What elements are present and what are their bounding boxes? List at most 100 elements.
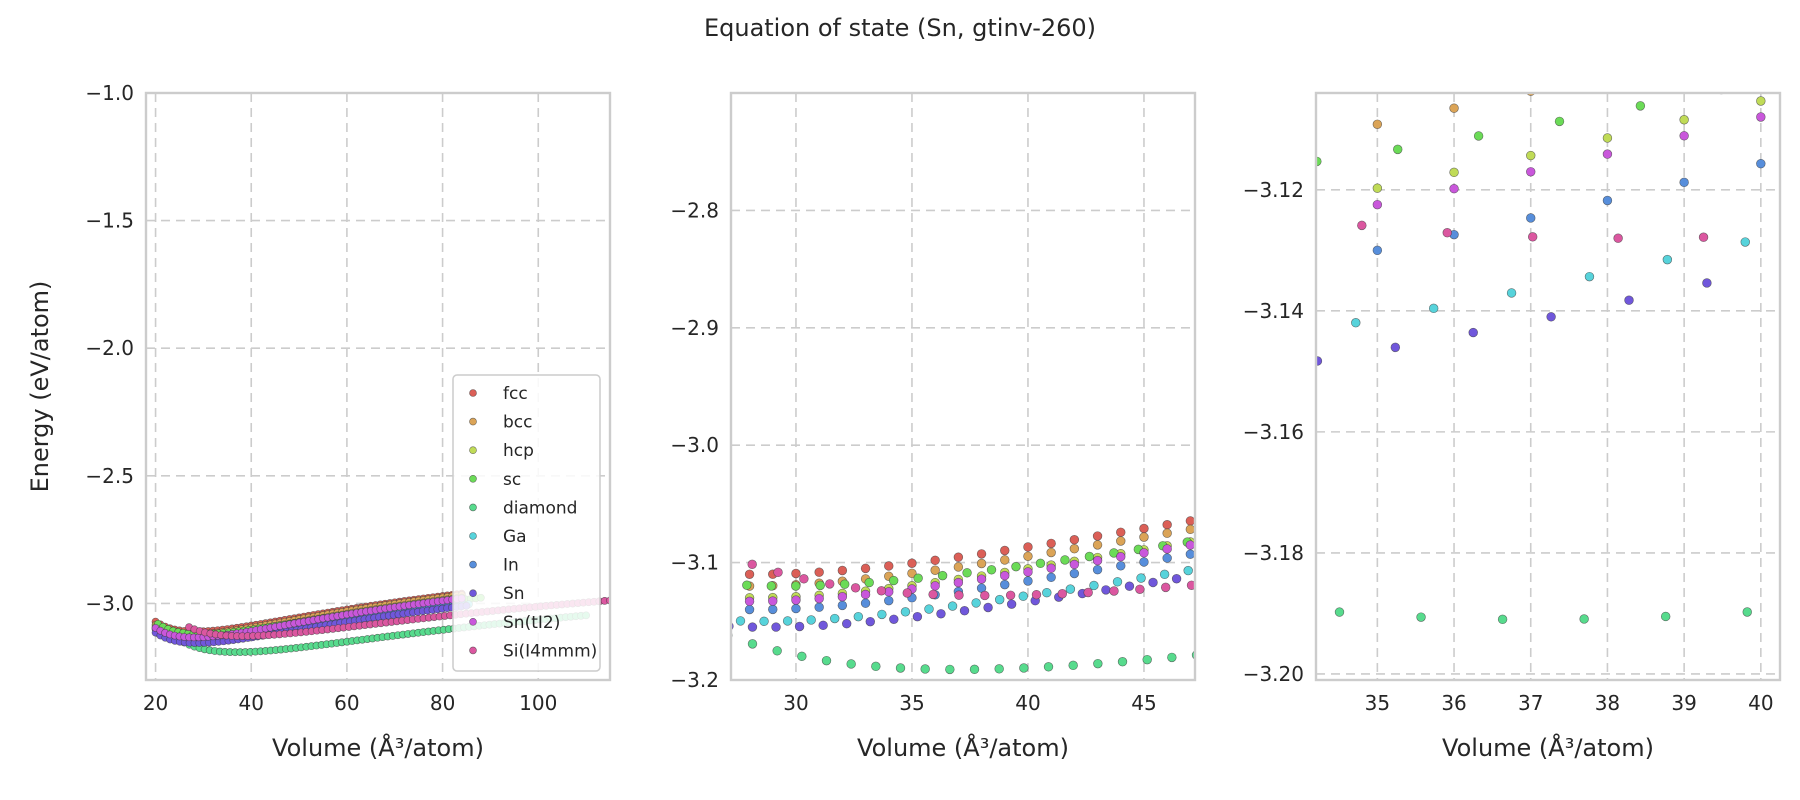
x-tick-label: 35 <box>1365 691 1390 715</box>
y-tick-label: −3.14 <box>1243 299 1304 323</box>
data-point-ga <box>806 615 816 625</box>
data-point-in <box>1069 568 1080 579</box>
data-point-bcc <box>1526 93 1536 96</box>
data-point-sc <box>742 580 752 590</box>
y-tick-label: −3.0 <box>670 433 719 457</box>
data-point-diamond <box>1043 662 1054 672</box>
data-point-sn <box>1702 278 1712 288</box>
x-tick-label: 100 <box>519 691 557 715</box>
data-point-si-i4mmm- <box>1527 232 1538 242</box>
data-point-fcc <box>953 552 964 562</box>
x-tick-label: 39 <box>1671 691 1696 715</box>
data-point-sc <box>986 565 997 575</box>
data-point-in <box>1023 576 1033 586</box>
data-point-sn-ti2- <box>1000 570 1010 581</box>
data-point-hcp <box>1526 150 1536 161</box>
data-point-diamond <box>871 661 881 672</box>
data-point-bcc <box>1185 524 1195 535</box>
data-point-sc <box>913 573 923 583</box>
data-point-si-i4mmm- <box>1005 590 1016 600</box>
data-point-fcc <box>1092 531 1103 541</box>
data-point-in <box>768 604 778 615</box>
legend: fcc bcc hcp sc diamond Ga In Sn Sn(tI2) Si(I4mmm) <box>452 374 601 672</box>
data-point-diamond <box>846 659 856 669</box>
data-point-si-i4mmm- <box>1031 589 1042 600</box>
data-point-si-i4mmm- <box>928 589 938 600</box>
data-point-sc <box>1035 558 1046 569</box>
data-point-diamond <box>895 663 906 673</box>
points-layer <box>731 516 1205 675</box>
data-point-diamond <box>1416 612 1426 622</box>
data-point-ga <box>1183 565 1193 576</box>
data-point-diamond <box>1579 614 1589 624</box>
data-point-sn <box>1316 356 1323 366</box>
data-point-sc <box>840 579 850 589</box>
data-point-sn-ti2- <box>1679 131 1689 141</box>
data-point-sn-ti2- <box>1756 112 1766 122</box>
data-point-sn-ti2- <box>860 589 871 600</box>
panel-3: 35 36 37 38 39 40 −3.20 −3.18 −3.16 −3.14 −3.12 Vol… <box>1243 91 1782 762</box>
data-point-sn-ti2- <box>1139 548 1149 558</box>
data-point-sn-ti2- <box>1162 544 1172 554</box>
data-point-in <box>744 604 755 615</box>
data-point-diamond <box>1167 652 1177 663</box>
x-axis-label: Volume (Å³/atom) <box>1442 733 1654 762</box>
data-point-diamond <box>1497 614 1508 625</box>
data-point-ga <box>1089 580 1099 591</box>
data-point-bcc <box>1449 103 1459 113</box>
data-point-sn <box>1196 571 1205 580</box>
data-point-sn-ti2- <box>1069 559 1080 570</box>
x-tick-label: 37 <box>1518 691 1543 715</box>
y-tick-label: −3.12 <box>1243 178 1304 202</box>
data-point-sn <box>1390 342 1401 353</box>
data-point-diamond <box>1660 611 1671 622</box>
legend-label: Si(I4mmm) <box>503 641 597 661</box>
data-point-sn <box>1148 577 1158 588</box>
data-point-in <box>1139 557 1149 567</box>
data-point-ga <box>877 609 887 620</box>
x-axis-label: Volume (Å³/atom) <box>857 733 1069 762</box>
data-point-fcc <box>976 549 987 559</box>
y-axis-label: Energy (eV/atom) <box>26 281 54 493</box>
data-point-diamond <box>1742 607 1752 617</box>
data-point-bcc <box>731 584 732 587</box>
data-point-diamond <box>1117 657 1128 667</box>
data-point-hcp <box>1679 115 1689 125</box>
data-point-in <box>1092 565 1103 575</box>
data-point-si-i4mmm- <box>876 586 887 596</box>
y-tick-label: −3.1 <box>670 551 719 575</box>
data-point-sn-ti2- <box>953 577 964 588</box>
data-point-in <box>791 603 801 614</box>
data-point-fcc <box>1185 516 1195 526</box>
axes-frame <box>144 91 612 682</box>
data-point-sc <box>962 568 972 578</box>
data-point-diamond <box>1191 650 1195 660</box>
data-point-fcc <box>744 569 755 579</box>
data-point-ga <box>971 598 981 608</box>
x-tick-label: 60 <box>334 691 359 715</box>
data-point-diamond <box>1142 654 1152 665</box>
data-point-diamond <box>1093 658 1103 669</box>
data-point-ga <box>947 601 958 611</box>
data-point-fcc <box>1046 538 1056 549</box>
data-point-sn <box>889 614 899 624</box>
data-point-diamond <box>1068 660 1078 671</box>
data-point-bcc <box>1116 536 1126 546</box>
data-point-in <box>1526 213 1536 223</box>
data-point-si-i4mmm- <box>1160 582 1171 593</box>
data-point-in <box>1602 195 1613 206</box>
data-point-ga <box>1506 288 1517 298</box>
data-point-sn <box>936 609 946 619</box>
data-point-si-i4mmm- <box>1357 220 1367 231</box>
data-point-sc <box>791 581 801 591</box>
data-point-ga <box>1018 591 1028 601</box>
data-point-sn-ti2- <box>1602 149 1613 159</box>
legend-label: diamond <box>503 498 577 518</box>
data-point-sn <box>959 606 970 616</box>
data-point-in <box>1162 553 1172 563</box>
y-tick-label: −2.5 <box>85 464 134 488</box>
data-point-si-i4mmm- <box>1109 586 1119 596</box>
data-point-sn <box>1624 295 1634 305</box>
data-point-sn-ti2- <box>1372 199 1383 210</box>
data-point-sn-ti2- <box>791 595 801 605</box>
